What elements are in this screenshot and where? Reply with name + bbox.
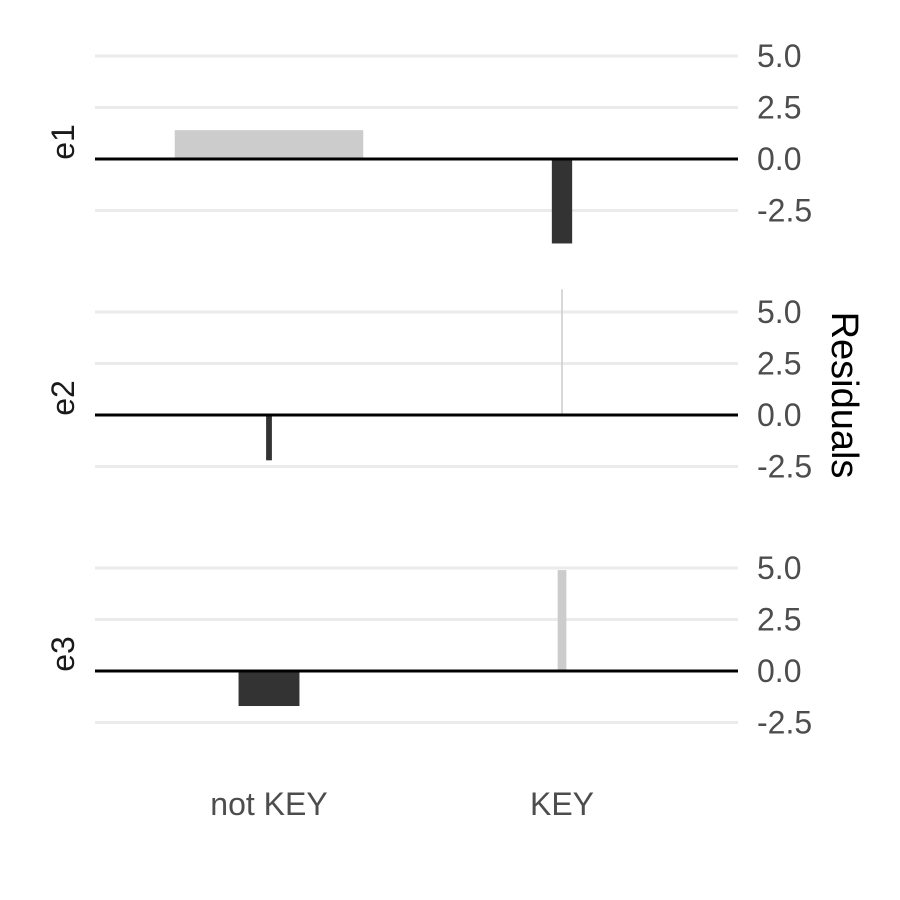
bar-e3-not-key [238, 671, 300, 707]
y-tick-label-e2-0: -2.5 [757, 449, 812, 485]
y-tick-label-e1-1: 0.0 [757, 141, 801, 177]
y-tick-label-e2-1: 0.0 [757, 397, 801, 433]
facet-panel-e2: -2.5 0.0 2.5 5.0 e2 [45, 289, 812, 485]
y-tick-label-e2-3: 5.0 [757, 294, 801, 330]
y-axis-title: Residuals [823, 312, 865, 479]
y-tick-label-e1-3: 5.0 [757, 38, 801, 74]
y-tick-label-e3-3: 5.0 [757, 550, 801, 586]
bar-e2-not-key [266, 415, 272, 461]
y-tick-label-e3-0: -2.5 [757, 705, 812, 741]
facet-label-e1: e1 [45, 124, 81, 160]
y-tick-label-e2-2: 2.5 [757, 346, 801, 382]
y-tick-label-e1-0: -2.5 [757, 193, 812, 229]
y-tick-label-e3-2: 2.5 [757, 602, 801, 638]
facet-label-e3: e3 [45, 636, 81, 672]
facet-panel-e3: -2.5 0.0 2.5 5.0 e3 [45, 550, 812, 741]
x-category-label-not-key: not KEY [210, 786, 327, 822]
bar-e2-key [561, 289, 563, 415]
bar-e1-key [551, 159, 573, 244]
bar-e3-key [557, 570, 567, 671]
y-tick-label-e1-2: 2.5 [757, 90, 801, 126]
panels-layer: -2.5 0.0 2.5 5.0 e1 -2.5 0.0 2.5 5.0 e2 -2.5 0.0 2.5… [45, 38, 812, 822]
facet-label-e2: e2 [45, 380, 81, 416]
facet-panel-e1: -2.5 0.0 2.5 5.0 e1 [45, 38, 812, 244]
bar-e1-not-key [174, 130, 364, 159]
x-category-label-key: KEY [530, 786, 594, 822]
y-tick-label-e3-1: 0.0 [757, 653, 801, 689]
